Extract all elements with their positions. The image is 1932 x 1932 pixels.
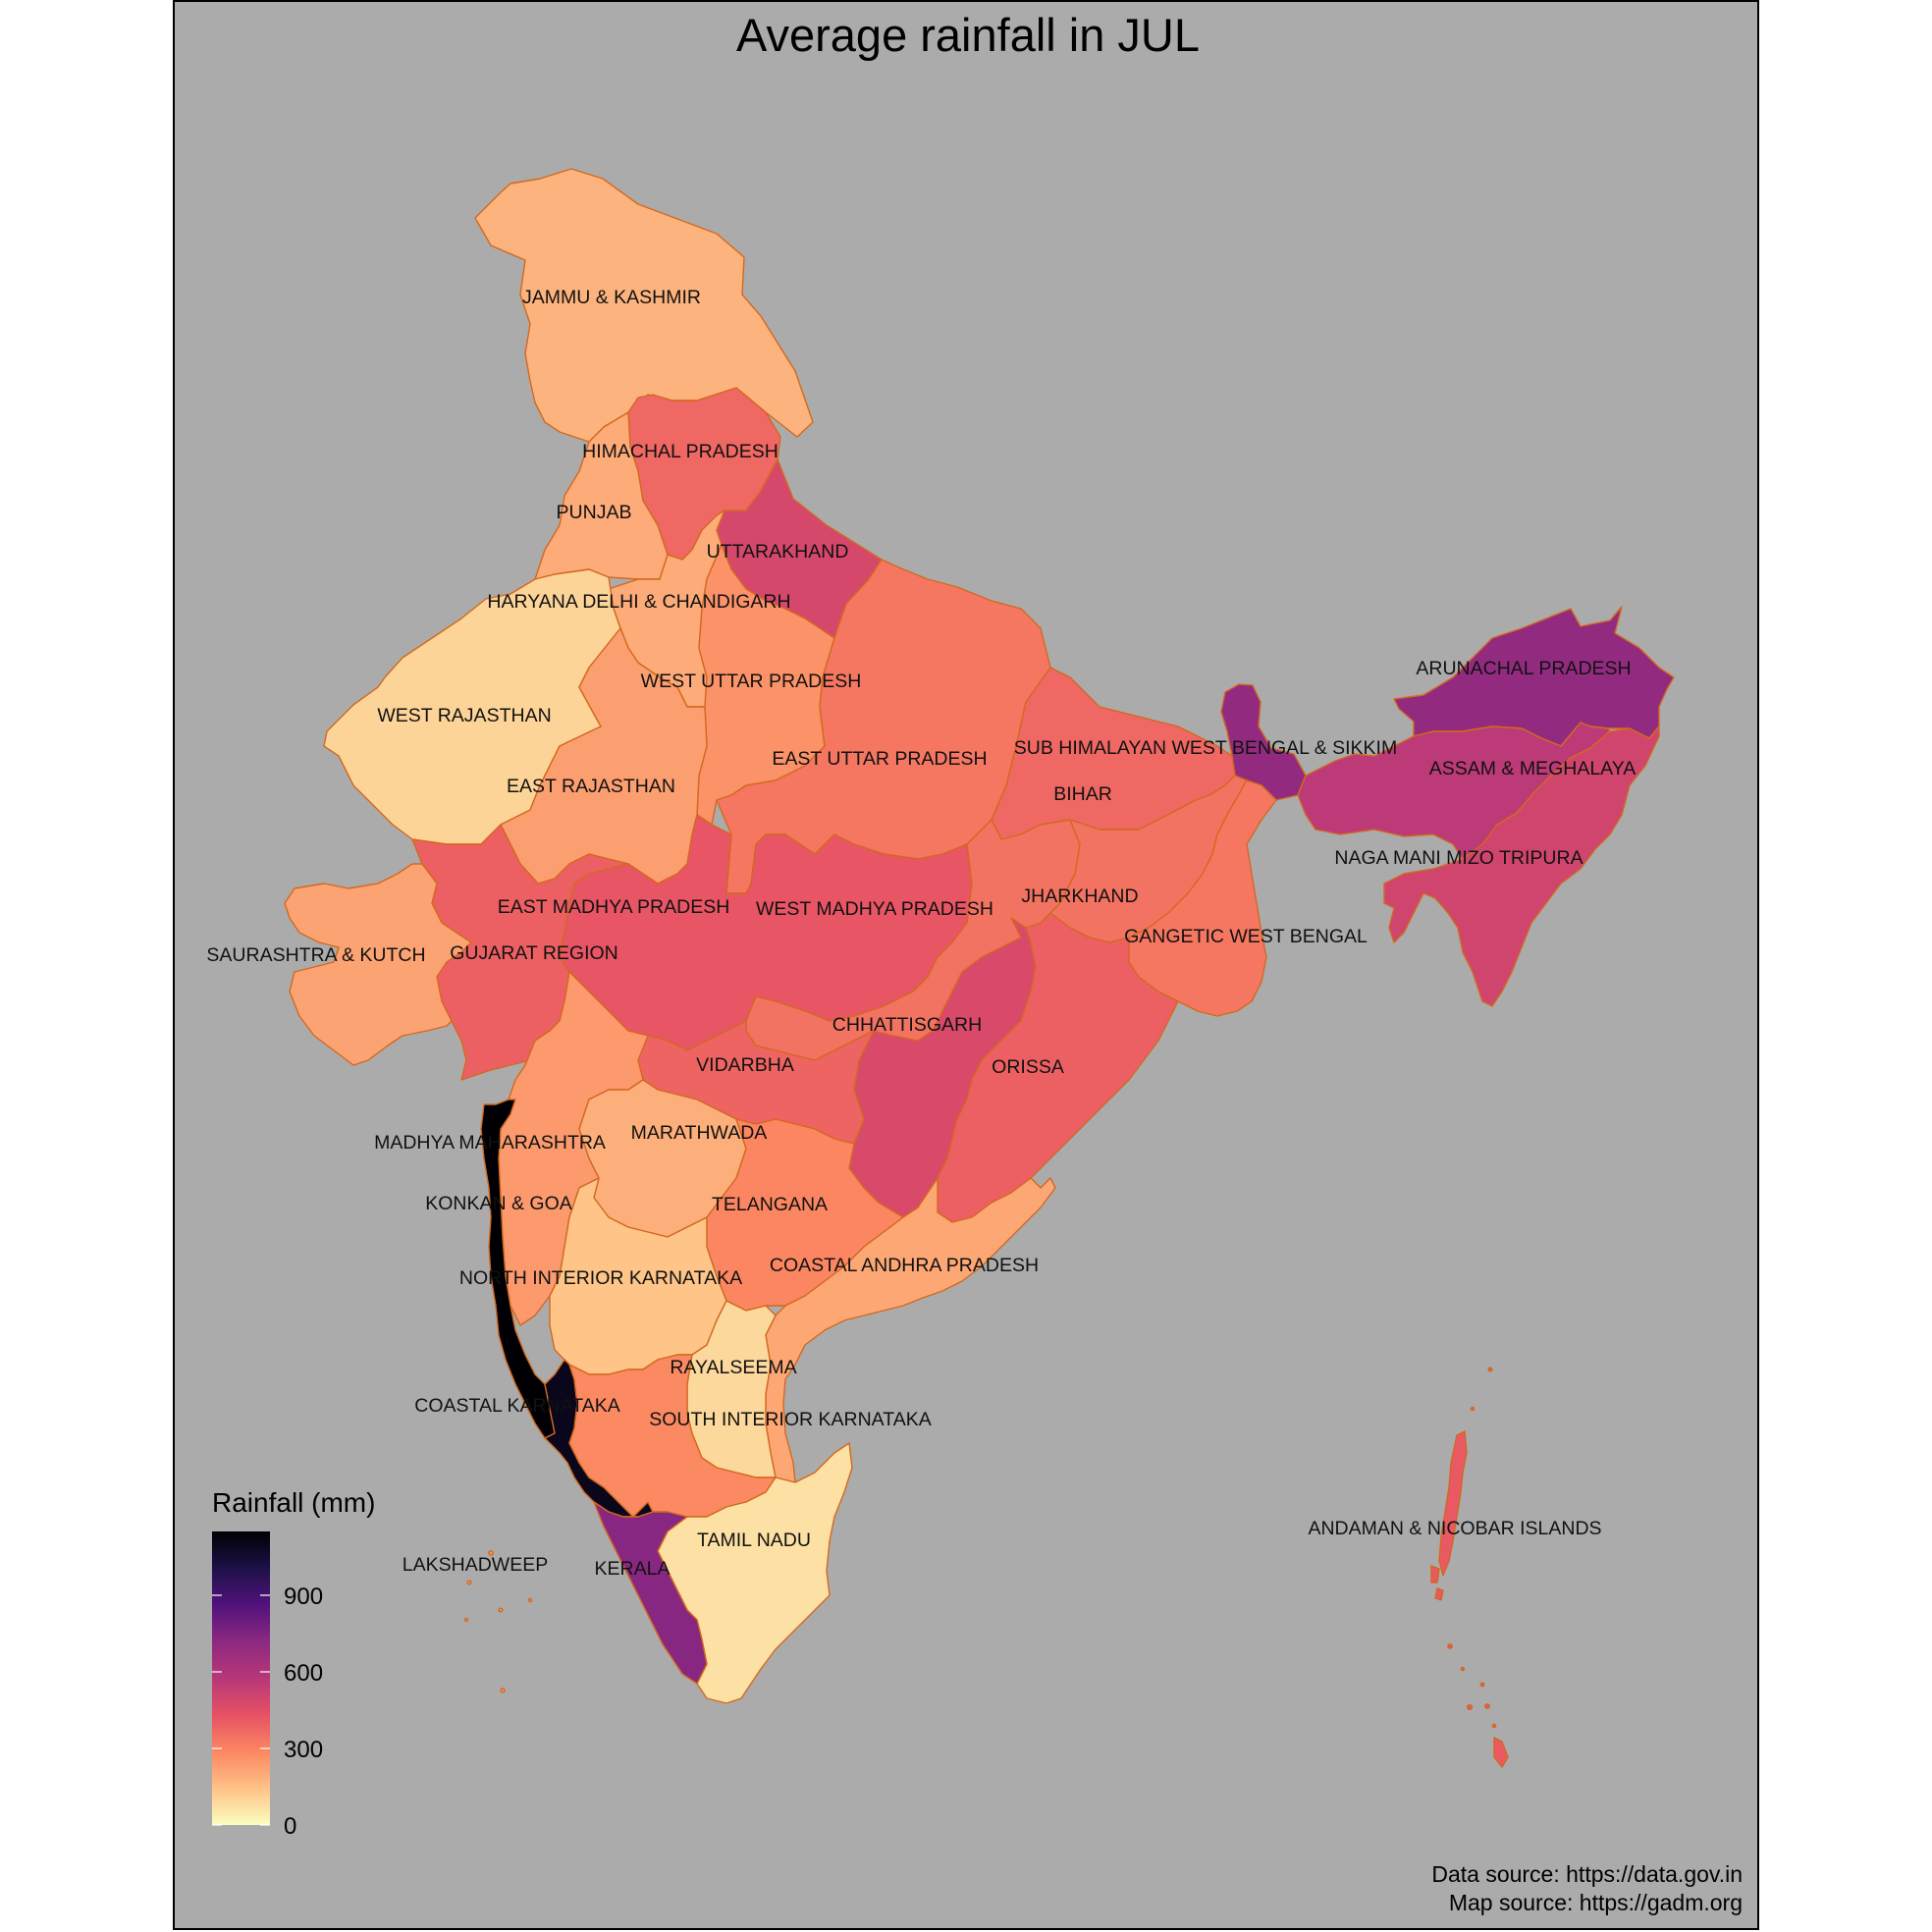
- legend-tick-label: 600: [284, 1660, 323, 1687]
- label-punjab: PUNJAB: [557, 502, 632, 523]
- label-bihar: BIHAR: [1053, 783, 1112, 805]
- legend-title: Rainfall (mm): [212, 1487, 375, 1518]
- legend-ticks: 0 300 600 900: [212, 1583, 323, 1840]
- label-naga-mani-mizo-tripura: NAGA MANI MIZO TRIPURA: [1334, 847, 1583, 869]
- label-arunachal-pradesh: ARUNACHAL PRADESH: [1416, 658, 1631, 679]
- label-marathwada: MARATHWADA: [631, 1122, 768, 1144]
- legend-tick-label: 300: [284, 1737, 323, 1763]
- label-north-interior-karnataka: NORTH INTERIOR KARNATAKA: [459, 1267, 742, 1289]
- label-haryana-delhi-chandigarh: HARYANA DELHI & CHANDIGARH: [487, 591, 790, 613]
- label-south-interior-karnataka: SOUTH INTERIOR KARNATAKA: [649, 1409, 931, 1430]
- map-source-caption: Map source: https://gadm.org: [1449, 1890, 1743, 1915]
- region-andaman-nicobar-islands[interactable]: [1430, 1367, 1509, 1768]
- region-gangetic-west-bengal[interactable]: [1128, 779, 1277, 1017]
- label-chhattisgarh: CHHATTISGARH: [832, 1014, 982, 1036]
- label-jharkhand: JHARKHAND: [1021, 886, 1138, 907]
- label-east-madhya-pradesh: EAST MADHYA PRADESH: [498, 896, 730, 918]
- region-labels: JAMMU & KASHMIR HIMACHAL PRADESH PUNJAB …: [206, 287, 1636, 1580]
- color-legend: Rainfall (mm) 0 300 600 900: [212, 1487, 375, 1840]
- label-rayalseema: RAYALSEEMA: [670, 1357, 796, 1378]
- label-uttarakhand: UTTARAKHAND: [707, 541, 849, 563]
- region-saurashtra-kutch[interactable]: [284, 863, 472, 1066]
- label-andaman-nicobar-islands: ANDAMAN & NICOBAR ISLANDS: [1308, 1518, 1601, 1539]
- label-gujarat-region: GUJARAT REGION: [450, 942, 618, 964]
- label-saurashtra-kutch: SAURASHTRA & KUTCH: [206, 944, 425, 966]
- label-gangetic-west-bengal: GANGETIC WEST BENGAL: [1124, 926, 1368, 947]
- label-lakshadweep: LAKSHADWEEP: [402, 1554, 548, 1576]
- label-assam-meghalaya: ASSAM & MEGHALAYA: [1429, 758, 1637, 779]
- label-coastal-andhra-pradesh: COASTAL ANDHRA PRADESH: [770, 1255, 1039, 1276]
- legend-tick-label: 0: [284, 1813, 296, 1840]
- label-coastal-karnataka: COASTAL KARNATAKA: [414, 1395, 620, 1417]
- label-himachal-pradesh: HIMACHAL PRADESH: [582, 441, 778, 462]
- subdivision-regions: [284, 168, 1675, 1768]
- label-tamil-nadu: TAMIL NADU: [697, 1530, 811, 1551]
- label-east-uttar-pradesh: EAST UTTAR PRADESH: [772, 748, 987, 770]
- data-source-caption: Data source: https://data.gov.in: [1431, 1861, 1743, 1887]
- region-naga-mani-mizo-tripura[interactable]: [1383, 725, 1660, 1007]
- region-lakshadweep[interactable]: [463, 1550, 533, 1693]
- label-kerala: KERALA: [595, 1558, 671, 1580]
- label-east-rajasthan: EAST RAJASTHAN: [507, 776, 675, 797]
- label-west-madhya-pradesh: WEST MADHYA PRADESH: [756, 898, 993, 920]
- map-title: Average rainfall in JUL: [736, 9, 1200, 61]
- label-madhya-maharashtra: MADHYA MAHARASHTRA: [374, 1132, 606, 1154]
- label-sub-himalayan-west-bengal-sikkim: SUB HIMALAYAN WEST BENGAL & SIKKIM: [1014, 737, 1397, 759]
- label-konkan-goa: KONKAN & GOA: [425, 1193, 572, 1214]
- label-jammu-kashmir: JAMMU & KASHMIR: [522, 287, 701, 308]
- legend-tick-label: 900: [284, 1583, 323, 1610]
- region-orissa[interactable]: [937, 912, 1179, 1223]
- label-telangana: TELANGANA: [712, 1194, 828, 1215]
- legend-colorbar: [212, 1531, 270, 1825]
- label-vidarbha: VIDARBHA: [696, 1054, 794, 1076]
- label-orissa: ORISSA: [992, 1056, 1064, 1078]
- label-west-rajasthan: WEST RAJASTHAN: [377, 705, 551, 726]
- label-west-uttar-pradesh: WEST UTTAR PRADESH: [641, 671, 862, 692]
- region-kerala[interactable]: [593, 1501, 708, 1685]
